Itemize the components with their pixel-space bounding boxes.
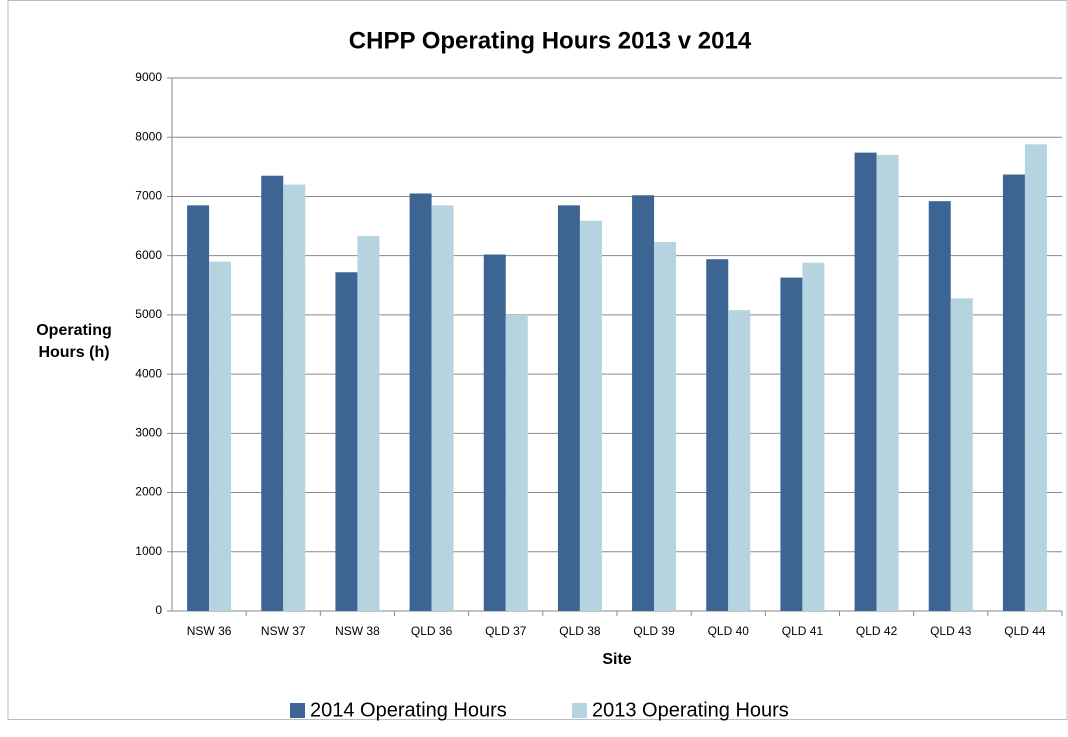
legend-swatch bbox=[572, 703, 587, 718]
x-tick-label: QLD 39 bbox=[633, 624, 675, 638]
legend-label: 2014 Operating Hours bbox=[310, 699, 507, 721]
bar bbox=[1024, 144, 1047, 611]
bar bbox=[728, 310, 751, 611]
bar bbox=[928, 201, 951, 611]
legend-label: 2013 Operating Hours bbox=[592, 699, 789, 721]
y-tick-label: 2000 bbox=[135, 485, 162, 499]
bar bbox=[579, 220, 602, 611]
chart-title: CHPP Operating Hours 2013 v 2014 bbox=[349, 27, 752, 54]
bar bbox=[854, 152, 877, 611]
y-axis-label: Operating Hours (h) bbox=[36, 322, 112, 361]
x-tick-label: QLD 40 bbox=[708, 624, 750, 638]
bar bbox=[632, 195, 655, 611]
y-tick-label: 6000 bbox=[135, 248, 162, 262]
bar bbox=[335, 272, 358, 611]
bar bbox=[357, 236, 380, 611]
bar bbox=[505, 314, 528, 611]
x-tick-label: NSW 38 bbox=[335, 624, 380, 638]
bar bbox=[950, 298, 973, 611]
bar bbox=[654, 242, 677, 611]
x-axis-label: Site bbox=[602, 651, 631, 668]
bar bbox=[261, 175, 284, 611]
bar bbox=[483, 254, 506, 611]
bar bbox=[706, 259, 729, 611]
y-tick-label: 9000 bbox=[135, 70, 162, 84]
bar bbox=[409, 193, 432, 611]
bar bbox=[780, 277, 803, 611]
y-tick-label: 4000 bbox=[135, 366, 162, 380]
y-tick-label: 0 bbox=[155, 603, 162, 617]
bar bbox=[431, 205, 454, 612]
bar bbox=[209, 261, 232, 611]
x-tick-label: NSW 36 bbox=[187, 624, 232, 638]
y-tick-label: 8000 bbox=[135, 129, 162, 143]
x-tick-label: NSW 37 bbox=[261, 624, 306, 638]
y-tick-label: 3000 bbox=[135, 426, 162, 440]
y-tick-label: 1000 bbox=[135, 544, 162, 558]
x-tick-label: QLD 41 bbox=[782, 624, 824, 638]
bar bbox=[187, 205, 210, 612]
x-tick-label: QLD 44 bbox=[1004, 624, 1046, 638]
bar bbox=[283, 184, 306, 611]
legend-swatch bbox=[290, 703, 305, 718]
bar bbox=[876, 154, 899, 611]
bar bbox=[1002, 174, 1025, 611]
x-tick-label: QLD 43 bbox=[930, 624, 972, 638]
x-tick-label: QLD 42 bbox=[856, 624, 898, 638]
x-tick-label: QLD 36 bbox=[411, 624, 453, 638]
x-tick-label: QLD 38 bbox=[559, 624, 601, 638]
bar bbox=[802, 262, 825, 611]
y-tick-label: 5000 bbox=[135, 307, 162, 321]
bar bbox=[557, 205, 580, 612]
x-tick-label: QLD 37 bbox=[485, 624, 527, 638]
y-tick-label: 7000 bbox=[135, 189, 162, 203]
chart-frame bbox=[7, 0, 1068, 720]
